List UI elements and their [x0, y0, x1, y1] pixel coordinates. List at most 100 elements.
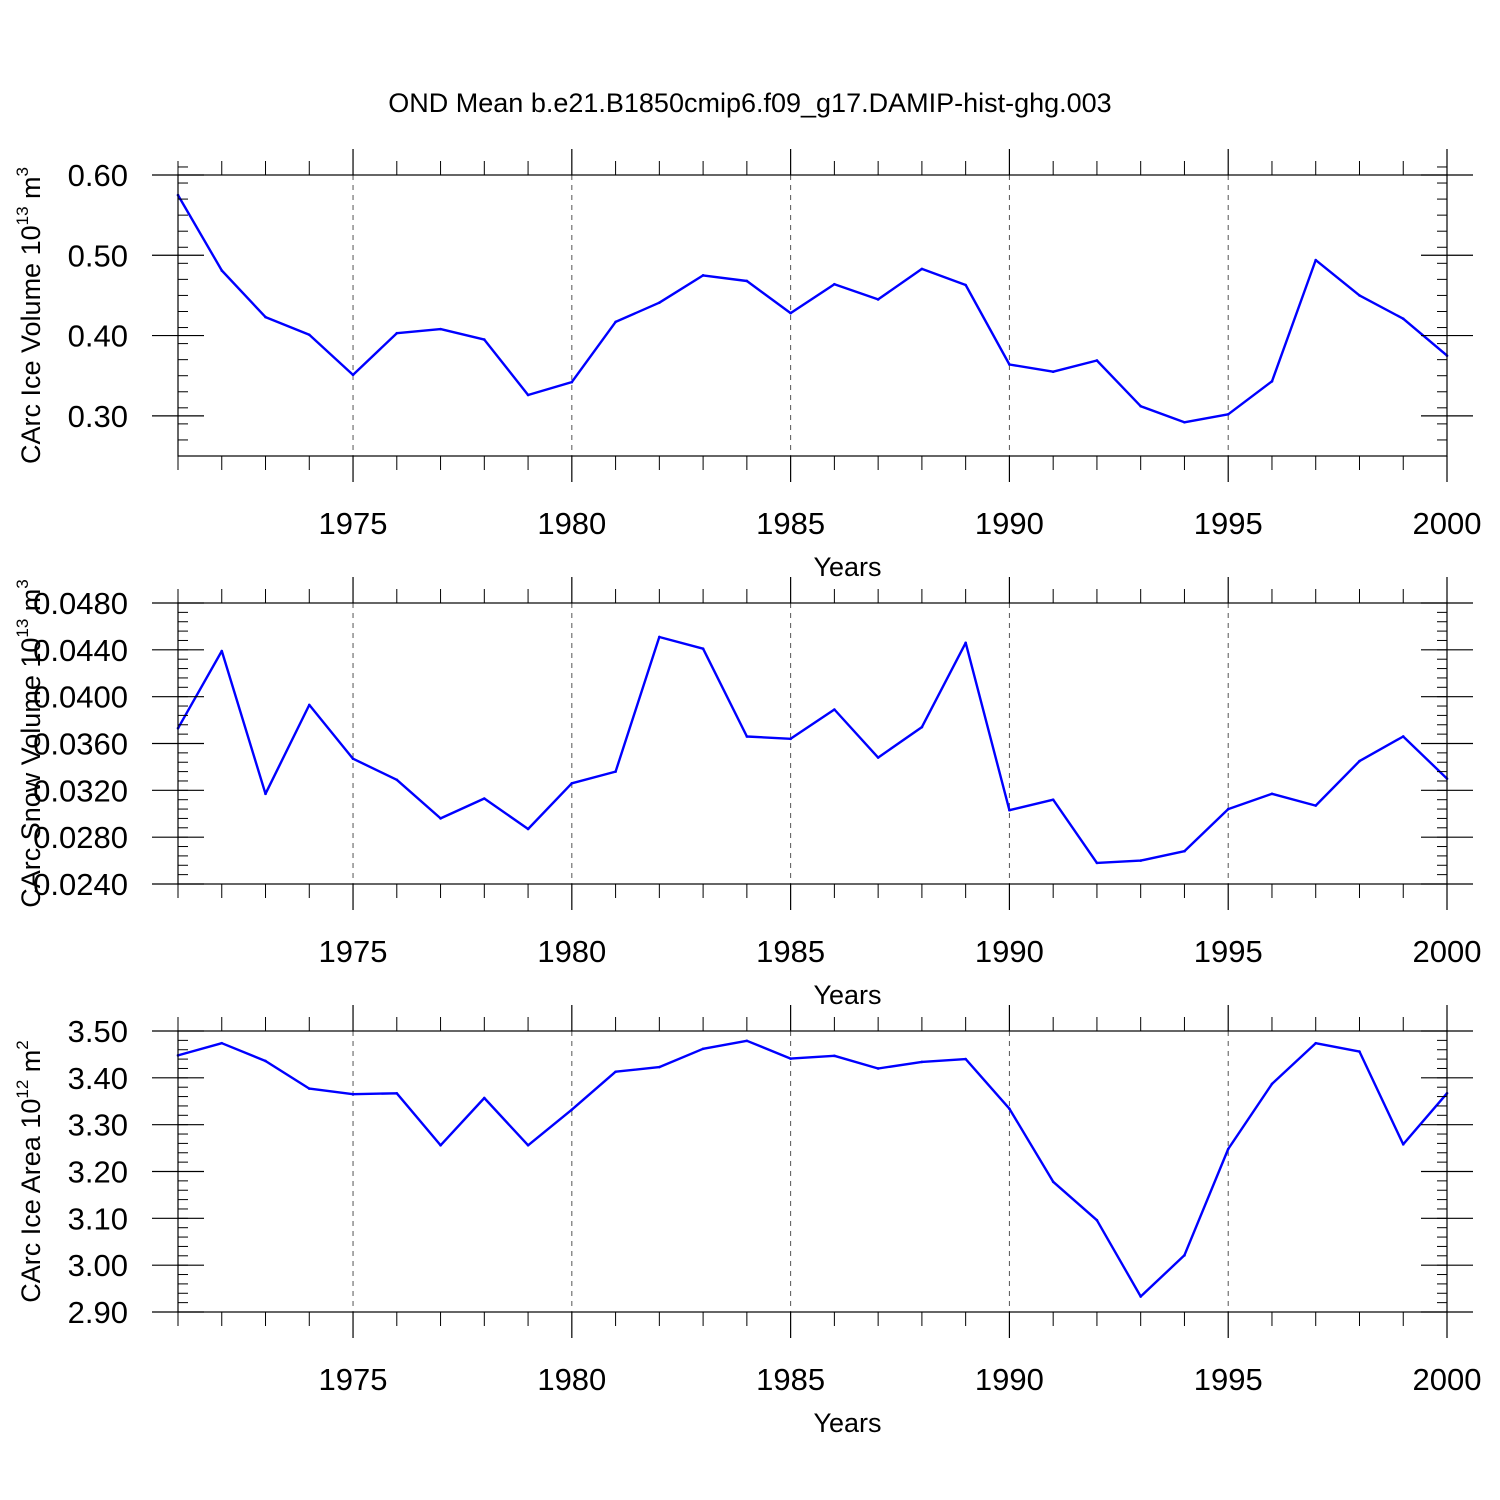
data-point	[1314, 1041, 1318, 1045]
panels: 0.30 0.40 0.50 0.60 1975 1980 1985 1990 1995 2000…	[13, 149, 1481, 1438]
y-tick-label: 0.30	[68, 399, 128, 434]
data-point	[789, 1057, 792, 1060]
data-point	[920, 267, 924, 271]
x-tick-label: 1975	[319, 506, 388, 541]
x-tick-label: 1995	[1194, 506, 1263, 541]
data-point	[439, 817, 442, 820]
x-tick-label: 2000	[1413, 506, 1482, 541]
x-axis-label: Years	[813, 552, 881, 582]
y-axis-label-main: CArc Ice Volume 10	[16, 225, 46, 464]
y-tick-label: 3.20	[68, 1155, 128, 1190]
data-point	[1139, 404, 1142, 408]
data-point	[570, 782, 574, 785]
data-point	[614, 770, 617, 773]
data-point	[833, 1054, 836, 1058]
data-point	[964, 641, 967, 645]
data-point	[1401, 317, 1405, 321]
plot-frame	[177, 602, 1448, 885]
data-point	[1358, 294, 1361, 297]
data-point	[1139, 1295, 1142, 1298]
data-point	[307, 333, 311, 337]
data-point	[1095, 1218, 1099, 1222]
data-point	[658, 301, 661, 304]
chart-panel-3: 2.90 3.00 3.10 3.20 3.30 3.40 3.50 1975 1980 1985…	[13, 1005, 1481, 1438]
y-axis-label-unit: m	[16, 1050, 46, 1080]
y-axis-label-exponent: 13	[13, 619, 32, 638]
data-point	[1183, 420, 1186, 424]
x-tick-label: 1980	[537, 934, 606, 969]
data-point	[1401, 1143, 1405, 1146]
y-tick-label: 0.0280	[33, 820, 128, 855]
data-point	[1226, 1147, 1230, 1151]
data-point	[483, 1096, 486, 1100]
y-axis-label-unit-exponent: 2	[13, 1040, 32, 1049]
series-line	[176, 194, 1448, 424]
y-tick-label: 0.60	[68, 158, 128, 193]
x-tick-label: 1985	[756, 934, 825, 969]
data-point	[307, 703, 311, 707]
y-tick-label: 3.10	[68, 1201, 128, 1236]
y-tick-label: 3.30	[68, 1108, 128, 1143]
y-axis-label-unit: m	[16, 589, 46, 619]
data-point	[745, 1039, 749, 1043]
x-axis-label: Years	[813, 980, 881, 1010]
data-point	[1270, 1082, 1274, 1086]
data-point	[395, 778, 399, 782]
y-tick-label: 0.0440	[33, 633, 128, 668]
data-point	[920, 725, 924, 729]
y-tick-label: 0.0240	[33, 867, 128, 902]
data-point	[395, 331, 399, 335]
data-point	[876, 756, 880, 759]
data-point	[614, 320, 617, 324]
data-point	[701, 647, 705, 650]
data-point	[789, 737, 792, 741]
data-point	[1270, 380, 1274, 383]
data-point	[439, 1143, 442, 1147]
chart-panel-2: 0.0240 0.0280 0.0320 0.0360 0.0400 0.0440 0.04…	[13, 577, 1481, 1010]
data-point	[264, 1059, 267, 1063]
x-tick-label: 1985	[756, 506, 825, 541]
data-point	[1358, 759, 1361, 763]
y-axis-label: CArc Snow Volume 1013 m3	[13, 579, 46, 908]
data-point	[789, 311, 792, 315]
series-line	[176, 635, 1448, 865]
data-point	[876, 298, 880, 301]
y-tick-label: 3.50	[68, 1014, 128, 1049]
x-tick-label: 1990	[975, 1362, 1044, 1397]
y-axis-label: CArc Ice Area 1012 m2	[13, 1040, 46, 1303]
data-point	[570, 380, 574, 384]
y-tick-label: 0.0320	[33, 773, 128, 808]
data-point	[483, 338, 486, 341]
data-point	[264, 792, 267, 796]
x-tick-label: 1980	[537, 1362, 606, 1397]
y-tick-label: 3.40	[68, 1061, 128, 1096]
y-tick-label: 0.0360	[33, 727, 128, 762]
y-axis-label-main: CArc Snow Volume 10	[16, 638, 46, 908]
data-point	[964, 283, 967, 287]
x-tick-label: 1995	[1194, 934, 1263, 969]
y-tick-label: 2.90	[68, 1295, 128, 1330]
data-point	[1183, 849, 1186, 853]
y-tick-label: 0.0480	[33, 586, 128, 621]
data-point	[526, 827, 530, 831]
data-point	[1051, 798, 1055, 801]
data-point	[1139, 859, 1142, 862]
x-tick-label: 1975	[319, 1362, 388, 1397]
data-point	[658, 1065, 661, 1069]
x-tick-label: 1990	[975, 934, 1044, 969]
data-point	[1008, 363, 1011, 366]
data-point	[1183, 1254, 1186, 1257]
plot-frame	[177, 174, 1448, 457]
y-axis-label-exponent: 13	[13, 206, 32, 225]
figure-title: OND Mean b.e21.B1850cmip6.f09_g17.DAMIP-…	[388, 88, 1111, 118]
data-point	[745, 279, 749, 283]
y-axis-label-unit-exponent: 3	[13, 167, 32, 176]
data-point	[1226, 412, 1230, 416]
data-point	[745, 735, 749, 738]
y-axis-label-unit-exponent: 3	[13, 579, 32, 588]
data-point	[920, 1060, 924, 1064]
y-tick-label: 3.00	[68, 1248, 128, 1283]
x-tick-label: 1975	[319, 934, 388, 969]
data-point	[570, 1108, 574, 1111]
data-point	[351, 1092, 355, 1096]
